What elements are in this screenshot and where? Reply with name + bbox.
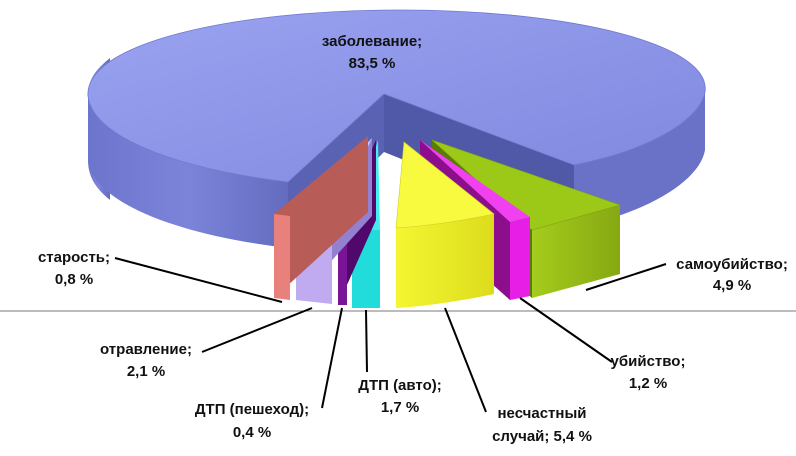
value-zabolevanie: 83,5 % bbox=[349, 55, 396, 72]
value-dtp-avto: 1,7 % bbox=[381, 399, 419, 416]
leader-neschastny bbox=[444, 307, 487, 413]
leader-dtp-avto bbox=[365, 309, 368, 373]
label-samoubiystvo: самоубийство; bbox=[676, 256, 788, 273]
slice-zabolevanie-side-right bbox=[574, 92, 705, 228]
value-dtp-peshekhod: 0,4 % bbox=[233, 424, 271, 441]
label-otravlenie: отравление; bbox=[100, 341, 192, 358]
label-dtp-peshekhod: ДТП (пешеход); bbox=[195, 401, 309, 418]
slice-neschastny bbox=[395, 141, 495, 308]
value-neschastny: случай; 5,4 % bbox=[492, 428, 592, 445]
slice-starost bbox=[274, 136, 368, 300]
value-starost: 0,8 % bbox=[55, 271, 93, 288]
leader-dtp-peshekhod bbox=[321, 307, 343, 409]
label-dtp-avto: ДТП (авто); bbox=[358, 377, 441, 394]
label-ubiystvo: убийство; bbox=[611, 353, 686, 370]
value-ubiystvo: 1,2 % bbox=[629, 375, 667, 392]
label-zabolevanie: заболевание; bbox=[322, 33, 422, 50]
slice-zabolevanie-top bbox=[87, 9, 706, 183]
leader-lines bbox=[114, 257, 667, 413]
leader-otravlenie bbox=[201, 307, 313, 353]
label-starost: старость; bbox=[38, 249, 110, 266]
value-samoubiystvo: 4,9 % bbox=[713, 277, 751, 294]
label-neschastny: несчастный bbox=[498, 405, 587, 422]
leader-starost bbox=[114, 257, 283, 303]
leader-samoubiystvo bbox=[585, 263, 667, 291]
value-otravlenie: 2,1 % bbox=[127, 363, 165, 380]
leader-ubiystvo bbox=[519, 297, 613, 363]
slice-zabolevanie-side bbox=[88, 96, 288, 248]
